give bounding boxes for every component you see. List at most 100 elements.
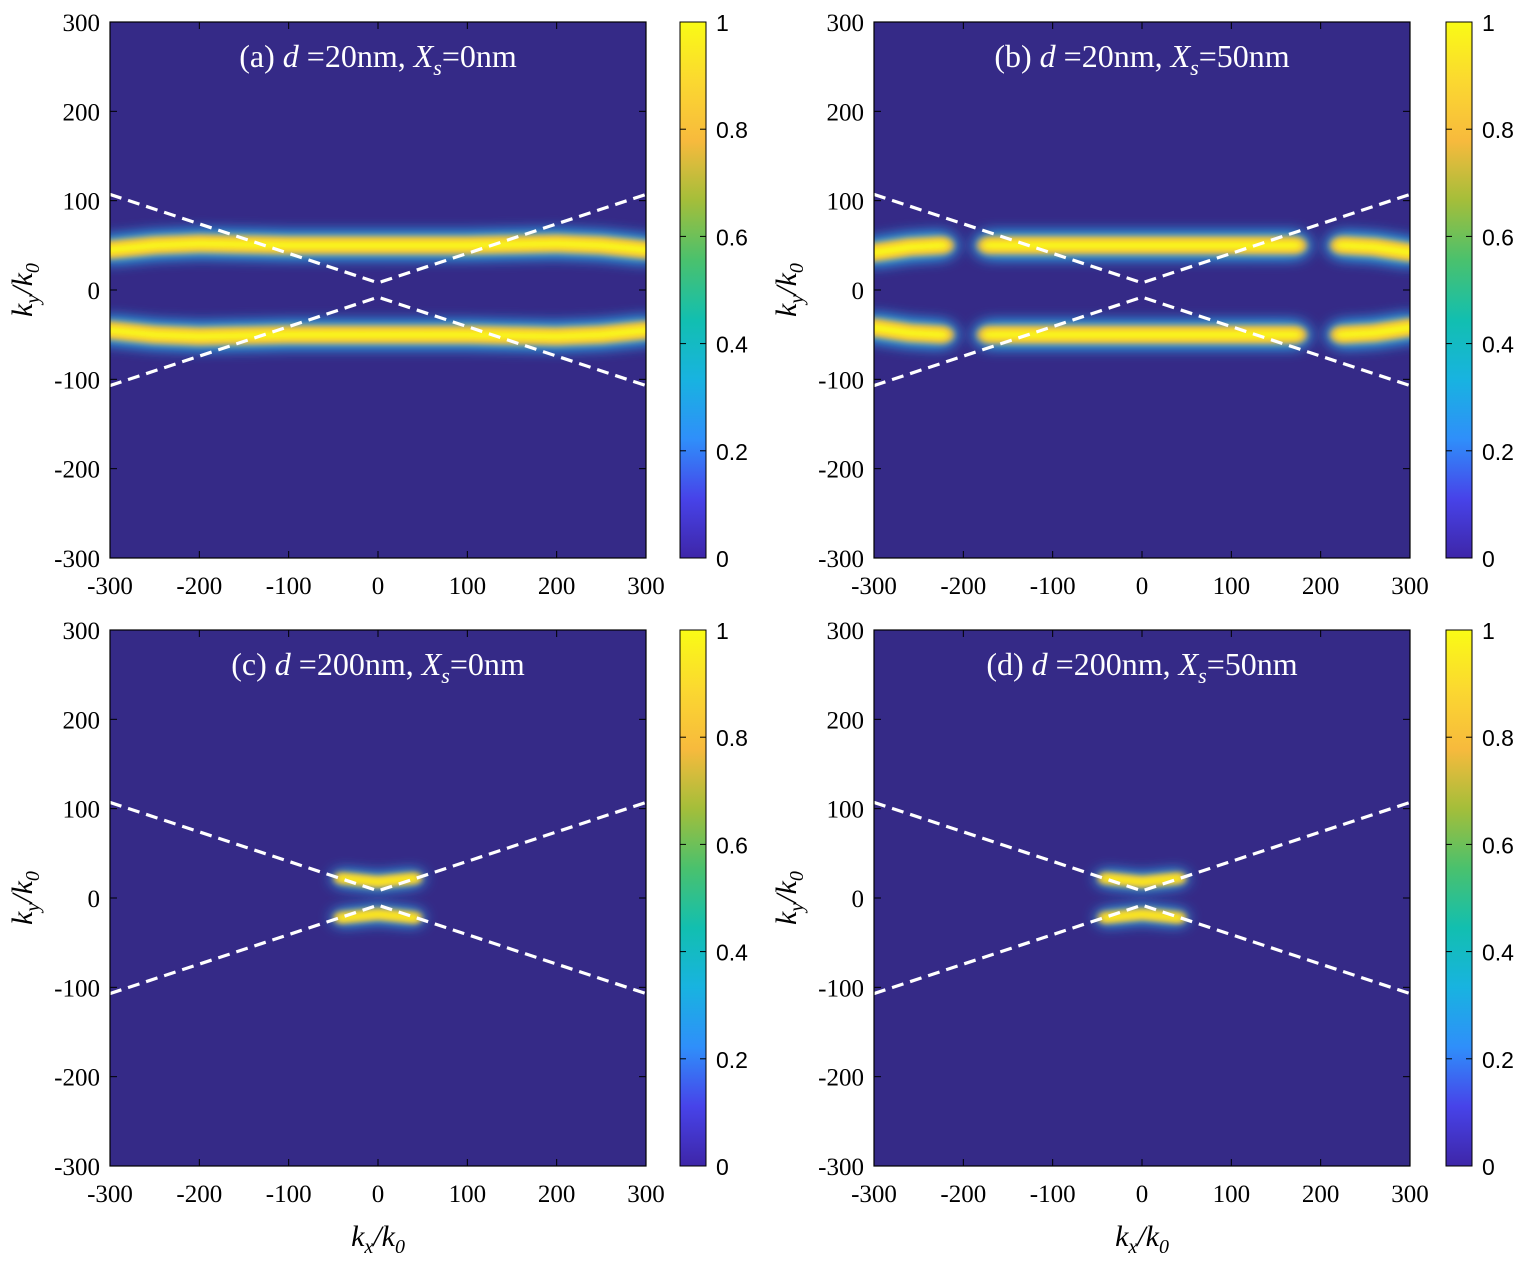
- heatmap-field: [110, 192, 646, 388]
- x-tick-label: 0: [1136, 1181, 1149, 1208]
- heat-spot-core: [638, 245, 646, 255]
- y-tick-label: -100: [818, 367, 864, 394]
- colorbar-tick-label: 1: [1482, 10, 1495, 36]
- colorbar-tick-label: 0: [716, 546, 729, 572]
- heat-band-core-5: [1335, 323, 1410, 339]
- y-tick-label: 300: [827, 10, 865, 37]
- heat-spot-core: [1285, 330, 1302, 339]
- heat-band-core-3: [1335, 241, 1410, 257]
- y-tick-label: -100: [54, 367, 100, 394]
- panel-title: (a) d =20nm, Xs=0nm: [239, 38, 517, 80]
- panel-a: -300 -200 -100 0 100 200 300 300 200 100 0 -100 -200…: [6, 10, 748, 600]
- y-tick-label: -200: [818, 1065, 864, 1092]
- x-tick-label: 200: [538, 1181, 576, 1208]
- panel-c: -300 -200 -100 0 100 200 300 300 200 100 0 -100 -200…: [6, 618, 748, 1258]
- y-tick-label: 200: [63, 99, 101, 126]
- colorbar-tick-label: 0.8: [716, 117, 748, 143]
- panel-b: -300 -200 -100 0 100 200 300 300 200 100 0 -100 -200…: [770, 10, 1514, 600]
- heatmap-background: [110, 630, 646, 1166]
- x-tick-label: -200: [176, 1181, 222, 1208]
- colorbar-tick-label: 0.8: [1482, 117, 1514, 143]
- y-tick-label: 100: [827, 189, 865, 216]
- colorbar-tick-label: 1: [716, 618, 729, 644]
- colorbar-tick-label: 0.4: [1482, 940, 1514, 966]
- colorbar-tick-label: 0.8: [1482, 725, 1514, 751]
- heat-band-core-0: [110, 239, 646, 255]
- y-axis-label: ky/k0: [770, 263, 808, 317]
- colorbar-tick-label: 0: [1482, 546, 1495, 572]
- x-tick-label: 300: [627, 1181, 665, 1208]
- heatmap-background: [874, 22, 1410, 558]
- y-tick-label: 100: [63, 189, 101, 216]
- x-tick-label: 100: [449, 573, 487, 600]
- colorbar-tick-label: 0.2: [1482, 439, 1514, 465]
- x-tick-label: -300: [851, 573, 897, 600]
- y-tick-label: -300: [818, 546, 864, 573]
- heat-band-core-0: [982, 241, 1302, 250]
- heatmap-background: [110, 22, 646, 558]
- x-tick-label: 300: [627, 573, 665, 600]
- x-tick-label: 200: [1302, 573, 1340, 600]
- heat-spot-core: [1285, 241, 1302, 250]
- y-tick-label: -300: [818, 1154, 864, 1181]
- heat-band-core-1: [336, 911, 420, 921]
- y-tick-label: 300: [63, 10, 101, 37]
- colorbar-tick-label: 0.6: [716, 832, 748, 858]
- colorbar-tick-label: 1: [1482, 618, 1495, 644]
- x-tick-label: 300: [1391, 1181, 1429, 1208]
- panel-title: (c) d =200nm, Xs=0nm: [231, 646, 525, 688]
- y-tick-label: 100: [63, 797, 101, 824]
- colorbar-tick-label: 0.6: [1482, 832, 1514, 858]
- heatmap-field: [874, 800, 1410, 996]
- y-tick-label: 300: [827, 618, 865, 645]
- y-tick-label: 0: [88, 886, 101, 913]
- y-tick-label: 200: [827, 99, 865, 126]
- heat-band-core-0: [1100, 875, 1184, 885]
- y-axis-label: ky/k0: [770, 871, 808, 925]
- x-tick-label: 100: [449, 1181, 487, 1208]
- colorbar-tick-label: 0.2: [1482, 1047, 1514, 1073]
- y-tick-label: -200: [54, 1065, 100, 1092]
- y-tick-label: 200: [827, 707, 865, 734]
- colorbar: [679, 629, 707, 1167]
- colorbar: [1445, 21, 1473, 559]
- heat-spot-core: [933, 241, 949, 250]
- colorbar-tick-label: 0.4: [716, 940, 748, 966]
- y-tick-label: -200: [54, 457, 100, 484]
- x-axis-label: kx/k0: [1115, 1220, 1169, 1258]
- heat-spot-core: [1402, 248, 1410, 257]
- x-tick-label: 200: [538, 573, 576, 600]
- x-tick-label: -100: [266, 1181, 312, 1208]
- colorbar: [1445, 629, 1473, 1167]
- y-tick-label: 100: [827, 797, 865, 824]
- colorbar-tick-label: 0.2: [716, 1047, 748, 1073]
- x-tick-label: -100: [1030, 573, 1076, 600]
- y-tick-label: 0: [88, 278, 101, 305]
- colorbar-tick-label: 0.4: [1482, 332, 1514, 358]
- y-tick-label: 0: [852, 278, 865, 305]
- y-tick-label: 0: [852, 886, 865, 913]
- x-tick-label: 0: [372, 573, 385, 600]
- x-tick-label: 0: [372, 1181, 385, 1208]
- x-tick-label: -200: [176, 573, 222, 600]
- x-tick-label: -300: [87, 1181, 133, 1208]
- x-tick-label: 0: [1136, 573, 1149, 600]
- heatmap-background: [874, 630, 1410, 1166]
- panel-d: -300 -200 -100 0 100 200 300 300 200 100 0 -100 -200…: [770, 618, 1514, 1258]
- colorbar: [679, 21, 707, 559]
- colorbar-tick-label: 0.6: [1482, 224, 1514, 250]
- colorbar-tick-label: 0: [1482, 1154, 1495, 1180]
- y-axis-label: ky/k0: [6, 871, 44, 925]
- heat-band-core-4: [874, 323, 949, 339]
- x-tick-label: 200: [1302, 1181, 1340, 1208]
- panel-title: (b) d =20nm, Xs=50nm: [994, 38, 1289, 80]
- x-tick-label: -200: [940, 1181, 986, 1208]
- y-tick-label: 300: [63, 618, 101, 645]
- y-axis-label: ky/k0: [6, 263, 44, 317]
- y-tick-label: -300: [54, 546, 100, 573]
- x-tick-label: -100: [1030, 1181, 1076, 1208]
- colorbar-tick-label: 0.8: [716, 725, 748, 751]
- x-tick-label: 300: [1391, 573, 1429, 600]
- colorbar-tick-label: 1: [716, 10, 729, 36]
